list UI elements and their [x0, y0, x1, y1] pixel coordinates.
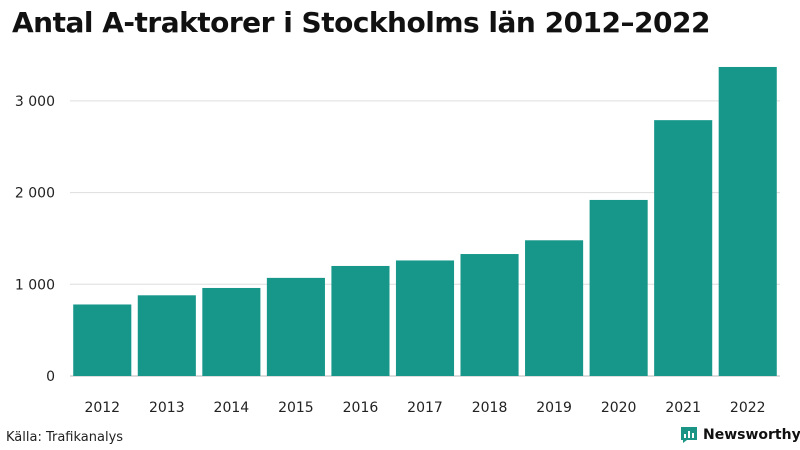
bar	[73, 304, 132, 376]
x-tick-label: 2021	[665, 400, 701, 416]
bar	[331, 265, 390, 376]
x-tick-label: 2018	[472, 400, 508, 416]
y-tick-label: 3 000	[15, 94, 55, 110]
x-tick-label: 2012	[84, 400, 120, 416]
x-axis-ticks: 2012 2013 2014 2015 2016 2017 2018 2019 2020 2021…	[84, 400, 765, 416]
y-tick-label: 0	[46, 369, 55, 385]
x-tick-label: 2019	[536, 400, 572, 416]
x-tick-label: 2014	[214, 400, 250, 416]
bars	[73, 66, 777, 376]
y-tick-label: 1 000	[15, 277, 55, 293]
bar	[589, 199, 648, 376]
x-tick-label: 2020	[601, 400, 637, 416]
x-tick-label: 2013	[149, 400, 185, 416]
y-tick-label: 2 000	[15, 186, 55, 202]
x-tick-label: 2022	[730, 400, 766, 416]
chart-title: Antal A-traktorer i Stockholms län 2012–…	[12, 6, 710, 39]
bar	[395, 260, 455, 376]
x-tick-label: 2016	[343, 400, 379, 416]
bar	[460, 254, 519, 376]
bar	[137, 295, 196, 376]
bar	[718, 66, 777, 376]
x-tick-label: 2015	[278, 400, 314, 416]
brand-name: Newsworthy	[703, 427, 800, 443]
x-tick-label: 2017	[407, 400, 443, 416]
bar	[654, 120, 713, 376]
bar	[266, 277, 325, 376]
source-note: Källa: Trafikanalys	[6, 430, 124, 445]
y-axis-ticks: 0 1 000 2 000 3 000	[15, 94, 55, 385]
brand-logo: Newsworthy	[680, 426, 800, 444]
bar	[202, 287, 261, 376]
bar	[525, 240, 584, 376]
chart-speech-bubble-icon	[681, 427, 697, 443]
